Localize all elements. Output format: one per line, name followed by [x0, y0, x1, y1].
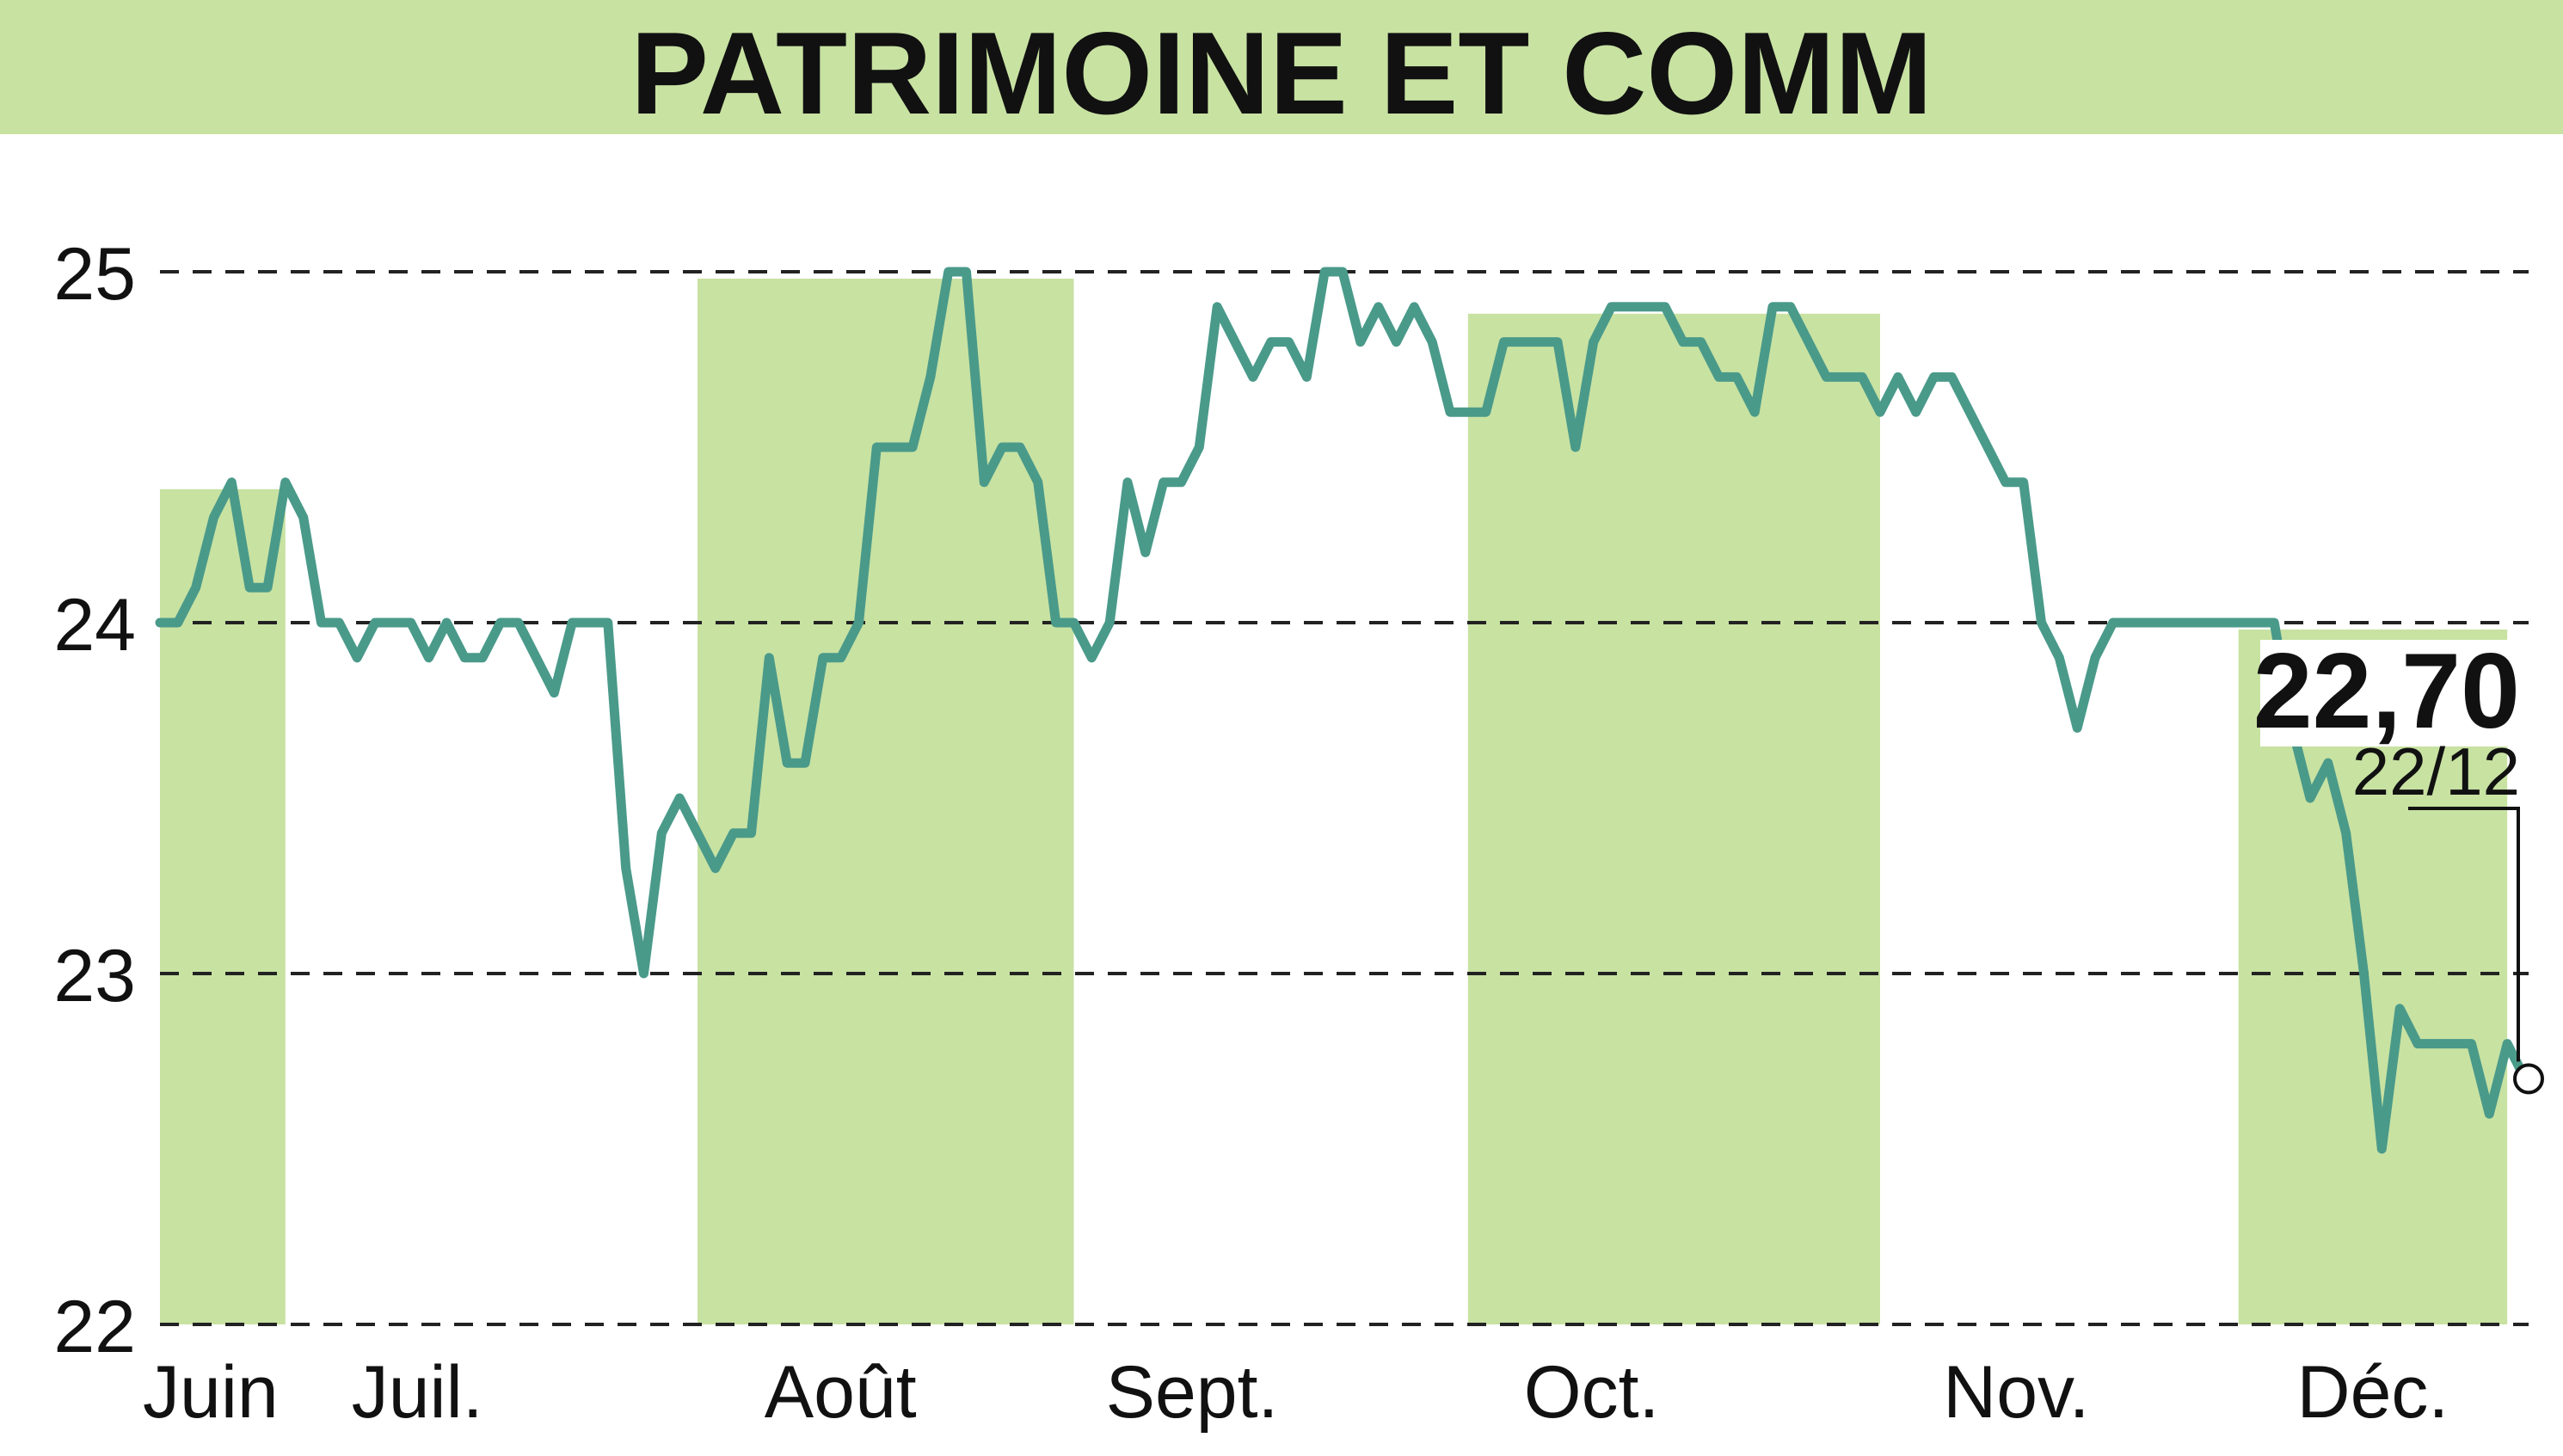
chart-title: PATRIMOINE ET COMM	[630, 8, 1933, 138]
last-value-background	[2260, 640, 2529, 746]
x-tick-Déc.: Déc.	[2296, 1351, 2449, 1434]
last-value-marker	[2513, 1063, 2544, 1095]
last-value-date: 22/12	[2352, 734, 2520, 809]
month-band-4	[1467, 313, 1880, 1324]
x-tick-Juin: Juin	[143, 1351, 279, 1434]
y-tick-23: 23	[53, 935, 136, 1017]
x-tick-Juil.: Juil.	[352, 1351, 483, 1434]
y-tick-labels: 22 23 24 25	[53, 233, 136, 1368]
y-tick-25: 25	[53, 233, 136, 316]
last-value-leader	[2408, 807, 2520, 1062]
x-tick-labels: Juin Juil. Août Sept. Oct. Nov. Déc.	[143, 1351, 2449, 1434]
price-series	[155, 267, 2530, 1154]
x-tick-Oct.: Oct.	[1524, 1351, 1660, 1434]
x-tick-Août: Août	[765, 1351, 917, 1434]
month-band-2	[698, 279, 1074, 1324]
month-bands	[160, 279, 2508, 1324]
y-tick-24: 24	[53, 584, 136, 667]
price-line	[155, 267, 2530, 1154]
y-tick-22: 22	[53, 1286, 136, 1368]
x-tick-Nov.: Nov.	[1943, 1351, 2089, 1434]
last-value-label: 22,70	[2253, 632, 2520, 751]
gridlines	[160, 270, 2529, 1326]
title-band	[0, 0, 2563, 134]
x-tick-Sept.: Sept.	[1106, 1351, 1279, 1434]
month-band-0	[160, 488, 286, 1324]
